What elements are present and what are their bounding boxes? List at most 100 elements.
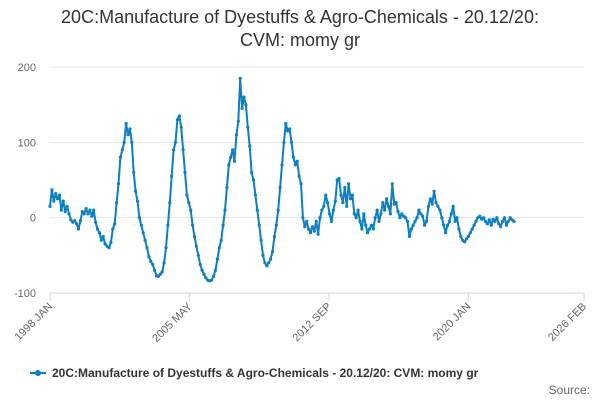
data-point [65, 204, 69, 208]
data-point [158, 272, 162, 276]
data-point [115, 201, 119, 205]
data-point [424, 219, 429, 223]
data-point [288, 127, 292, 131]
chart-title-line-2: CVM: momy gr [239, 30, 360, 50]
data-point [84, 207, 88, 211]
data-point [375, 208, 379, 212]
data-point [240, 106, 244, 110]
data-point [377, 219, 381, 223]
data-point [447, 219, 451, 223]
data-point [444, 231, 448, 235]
data-point [270, 250, 275, 254]
data-point [451, 204, 455, 208]
data-point [316, 232, 320, 236]
data-point [189, 208, 193, 212]
data-point [175, 118, 179, 122]
data-point [265, 264, 269, 268]
x-tick-label: 2012 SEP [291, 301, 335, 345]
data-point [331, 208, 335, 212]
data-point [453, 219, 457, 223]
data-point [191, 223, 195, 227]
data-point [301, 216, 305, 220]
data-point [430, 202, 434, 206]
data-point [122, 140, 126, 144]
data-point [257, 223, 261, 227]
data-point [280, 163, 284, 167]
source-label: Source: [548, 383, 590, 397]
data-point [419, 212, 423, 216]
data-point [263, 261, 267, 265]
data-point [305, 219, 309, 223]
data-point [255, 208, 259, 212]
data-point [428, 197, 432, 201]
legend[interactable]: 20C:Manufacture of Dyestuffs & Agro-Chem… [30, 366, 479, 380]
data-point [491, 217, 495, 221]
data-point [411, 223, 415, 227]
data-point [409, 227, 413, 231]
data-point [324, 193, 328, 197]
series-group [48, 76, 516, 283]
x-axis [49, 292, 585, 301]
data-point [413, 219, 417, 223]
data-point [69, 218, 73, 222]
data-point [339, 193, 343, 197]
data-point [457, 227, 461, 231]
data-point [130, 140, 134, 144]
data-point [436, 204, 440, 208]
data-point [337, 176, 341, 181]
data-point [90, 214, 94, 218]
data-point [99, 238, 103, 242]
data-point [388, 212, 392, 216]
data-point [177, 114, 181, 118]
data-point [347, 182, 351, 186]
data-point [297, 174, 301, 178]
data-point [463, 240, 467, 244]
data-point [470, 227, 474, 231]
x-tick-label: 2026 FEB [546, 301, 589, 344]
data-point [147, 255, 151, 259]
data-point [364, 223, 368, 227]
data-point [145, 246, 149, 250]
data-point [50, 188, 54, 192]
data-point [116, 182, 121, 186]
data-point [221, 223, 225, 227]
data-point [56, 197, 60, 201]
y-tick-label: 0 [30, 213, 36, 225]
data-point [320, 208, 324, 212]
data-point [333, 199, 337, 203]
data-point [274, 223, 278, 227]
data-point [251, 178, 256, 182]
data-point [383, 208, 387, 212]
data-point [107, 246, 111, 250]
data-point [80, 210, 84, 214]
data-point [137, 216, 141, 220]
data-point [366, 231, 370, 235]
legend-label[interactable]: 20C:Manufacture of Dyestuffs & Agro-Chem… [52, 366, 479, 380]
data-point [354, 216, 358, 220]
data-point [358, 219, 362, 223]
data-point [291, 155, 295, 159]
data-point [118, 155, 122, 159]
data-point [75, 222, 79, 226]
data-point [236, 119, 240, 123]
data-point [438, 208, 442, 212]
legend-marker [35, 370, 41, 376]
data-point [198, 262, 202, 266]
y-tick-label: -100 [14, 288, 36, 300]
data-point [504, 223, 508, 227]
data-point [63, 210, 67, 214]
data-point [219, 238, 223, 242]
data-point [426, 204, 430, 208]
data-point [404, 216, 408, 220]
data-point [160, 270, 164, 274]
data-point [464, 237, 469, 241]
data-point [173, 140, 178, 144]
data-point [162, 261, 166, 265]
data-point [478, 214, 482, 218]
data-point [259, 238, 263, 242]
data-point [394, 201, 398, 205]
data-point [487, 218, 491, 222]
data-point [421, 214, 425, 218]
data-point [289, 140, 294, 144]
data-point [181, 148, 185, 152]
